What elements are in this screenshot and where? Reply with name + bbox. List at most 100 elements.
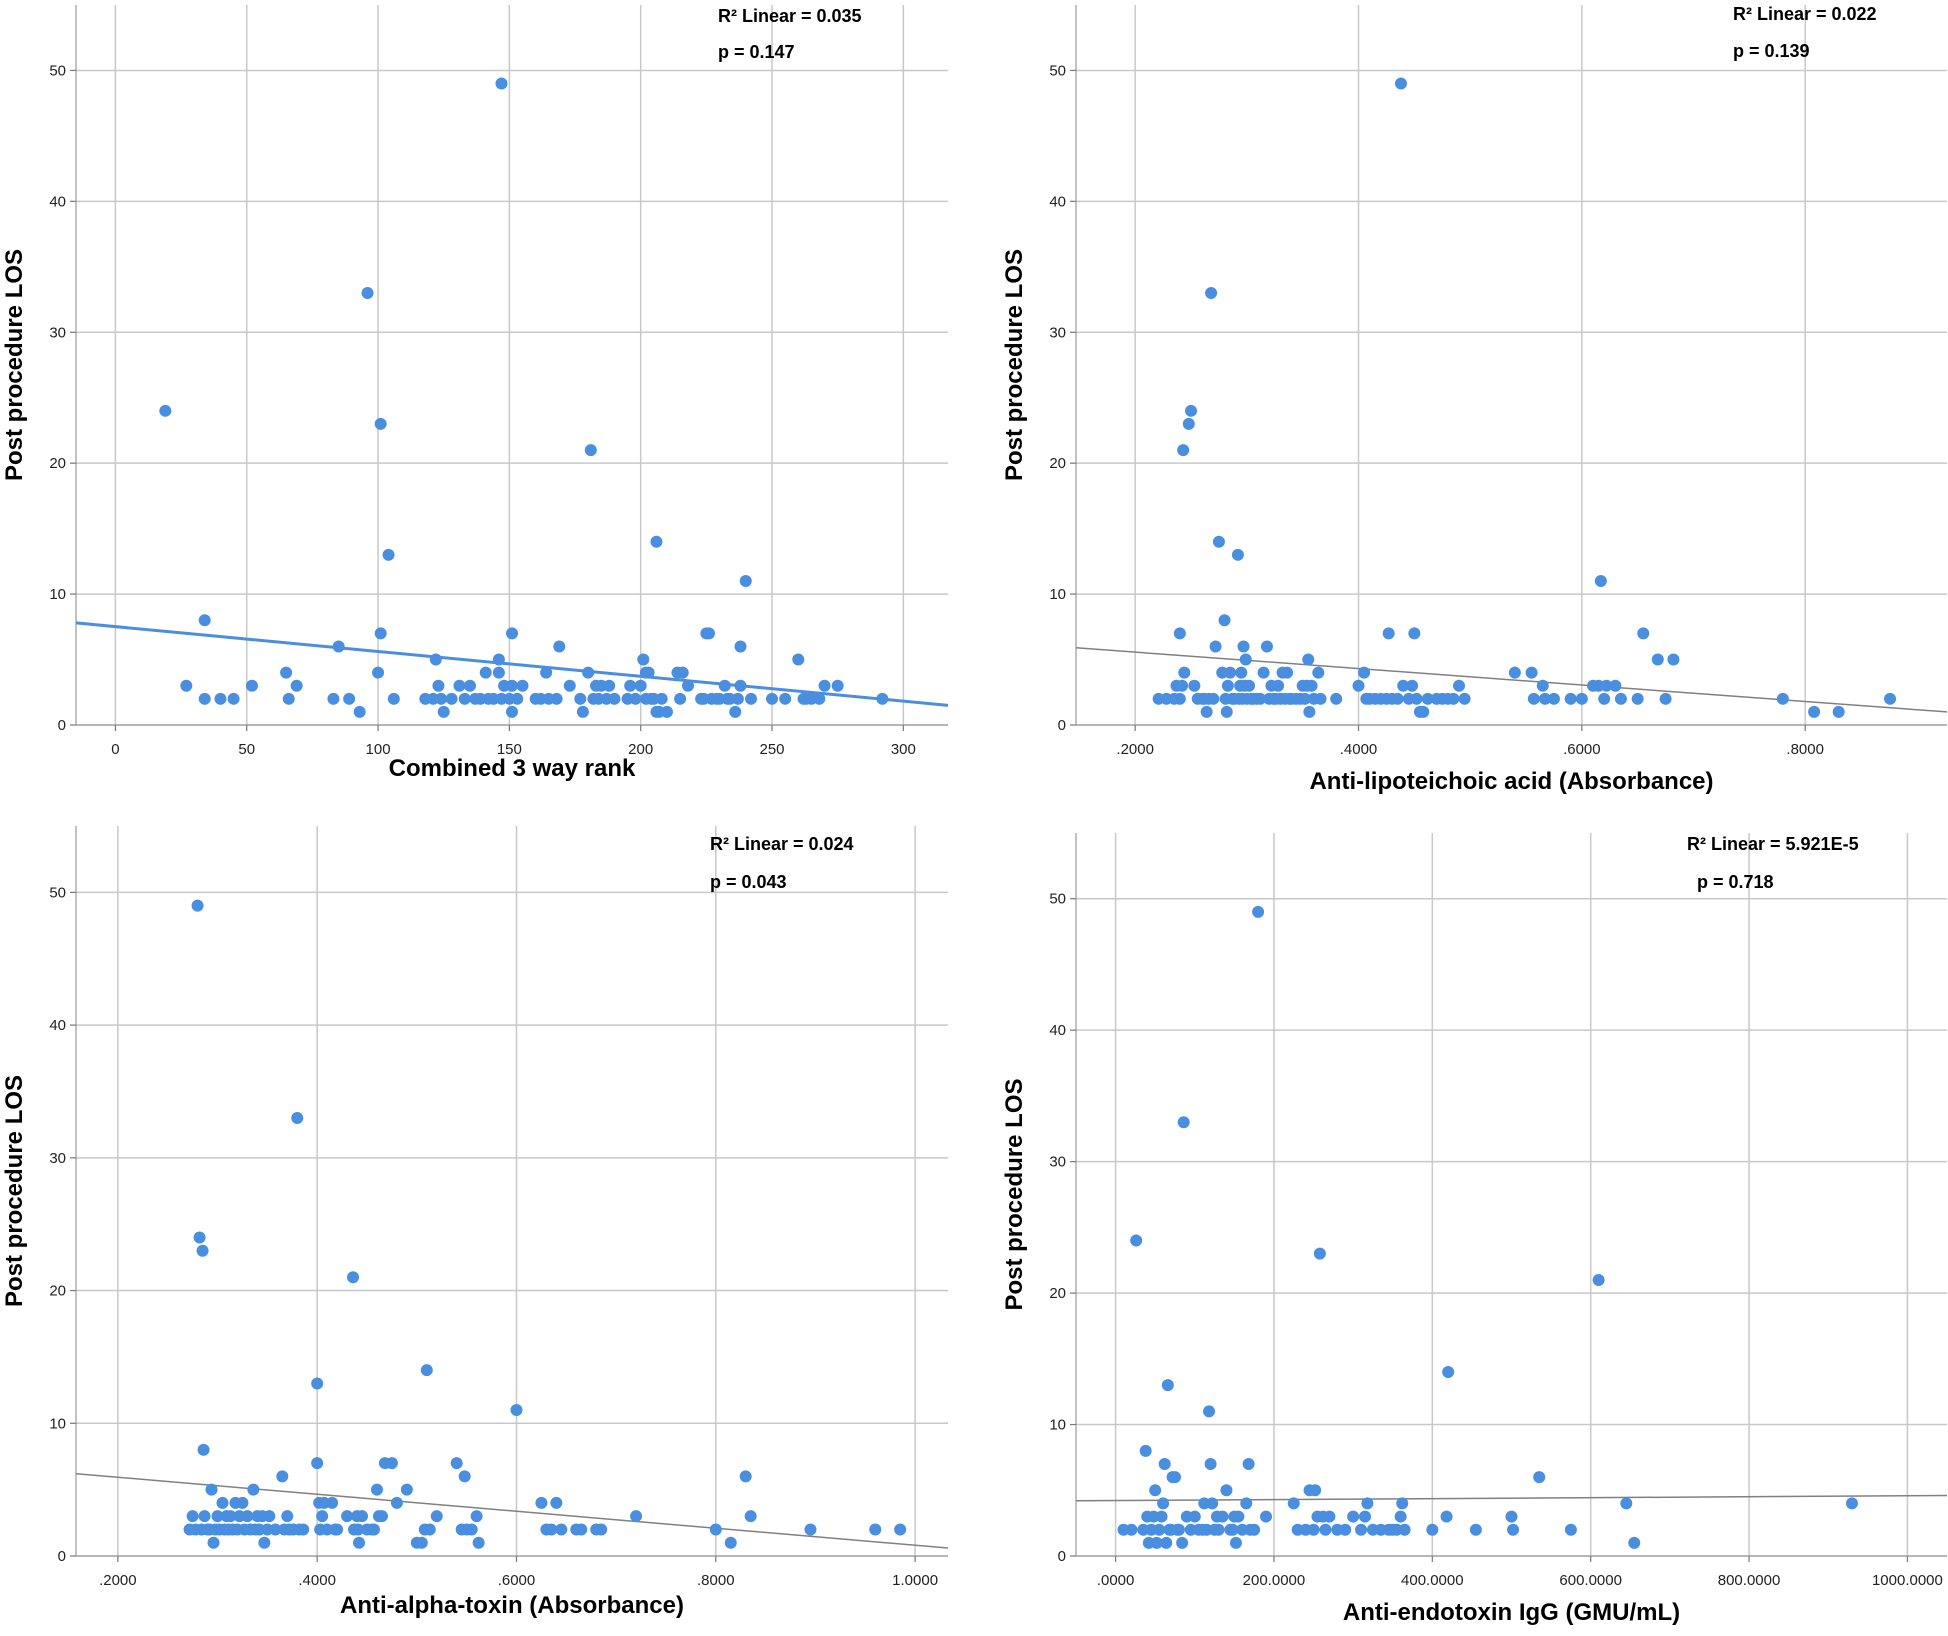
data-point: [1260, 640, 1273, 653]
data-point: [1212, 535, 1225, 548]
data-point: [327, 692, 340, 705]
data-point: [1307, 1523, 1320, 1536]
data-point: [1347, 1510, 1360, 1523]
data-point: [429, 653, 442, 666]
y-tick-label: 50: [1049, 62, 1066, 79]
data-point: [236, 1496, 249, 1509]
data-point: [1507, 1523, 1520, 1536]
data-point: [608, 692, 621, 705]
data-point: [739, 575, 752, 587]
data-point: [1323, 1510, 1336, 1523]
data-point: [1339, 1523, 1352, 1536]
y-tick-label: 30: [1049, 324, 1066, 341]
data-point: [332, 640, 345, 653]
data-point: [445, 692, 458, 705]
y-tick-label: 40: [1049, 193, 1066, 210]
data-point: [1216, 1510, 1229, 1523]
data-point: [555, 1523, 568, 1536]
r-squared-annotation: R² Linear = 0.024: [710, 834, 854, 854]
data-point: [353, 705, 366, 718]
data-point: [276, 1470, 289, 1483]
data-point: [1178, 666, 1191, 679]
data-point: [1314, 692, 1327, 705]
data-point: [180, 679, 193, 692]
data-point: [1539, 692, 1551, 705]
data-point: [435, 692, 448, 705]
data-point: [390, 1496, 403, 1509]
x-tick-label: .4000: [298, 1572, 336, 1589]
data-point: [603, 679, 616, 692]
data-point: [1209, 640, 1222, 653]
data-point: [463, 679, 476, 692]
data-point: [1361, 1497, 1374, 1510]
data-point: [718, 679, 731, 692]
y-tick-label: 10: [1049, 1417, 1066, 1434]
data-point: [535, 1496, 548, 1509]
x-tick-label: 100: [366, 741, 391, 758]
data-point: [375, 1510, 388, 1523]
data-point: [1239, 653, 1252, 666]
data-point: [1309, 1484, 1322, 1497]
data-point: [472, 1536, 485, 1549]
data-point: [1397, 679, 1410, 692]
data-point: [316, 1510, 329, 1523]
y-tick-label: 10: [1049, 586, 1066, 603]
scatter-panel-3: 0 10 20 30 40 50 .2000 .4000 .6000 .8000 1.0000 Ant…: [1, 826, 948, 1619]
data-point: [1575, 692, 1588, 705]
data-point: [193, 1231, 206, 1244]
data-point: [382, 548, 395, 561]
data-point: [1150, 1536, 1163, 1549]
data-point: [1832, 705, 1845, 718]
data-point: [1398, 1523, 1411, 1536]
data-point: [1600, 679, 1613, 692]
data-point: [1442, 1365, 1455, 1378]
data-point: [744, 1510, 757, 1523]
data-point: [739, 1470, 752, 1483]
data-point: [1359, 1510, 1372, 1523]
data-point: [1153, 1523, 1166, 1536]
data-point: [1505, 1510, 1518, 1523]
data-point: [1281, 666, 1294, 679]
x-tick-label: 600.0000: [1559, 1572, 1622, 1589]
data-point: [709, 1523, 722, 1536]
x-tick-label: .6000: [1563, 741, 1601, 758]
data-point: [506, 679, 518, 692]
data-point: [1659, 692, 1672, 705]
data-point: [724, 1536, 737, 1549]
data-point: [1319, 1523, 1332, 1536]
r-squared-annotation: R² Linear = 5.921E-5: [1687, 834, 1859, 854]
data-point: [1396, 1497, 1409, 1510]
y-tick-label: 10: [49, 586, 66, 603]
data-point: [495, 77, 508, 90]
y-tick-label: 30: [1049, 1154, 1066, 1171]
data-point: [1458, 692, 1471, 705]
data-point: [492, 666, 505, 679]
data-point: [224, 1510, 237, 1523]
y-tick-label: 50: [1049, 891, 1066, 908]
data-point: [1453, 679, 1466, 692]
data-point: [1242, 1457, 1255, 1470]
data-point: [374, 627, 387, 640]
data-point: [159, 404, 172, 417]
x-tick-label: 300: [891, 741, 916, 758]
data-point: [1232, 1510, 1245, 1523]
data-point: [734, 679, 747, 692]
p-value-annotation: p = 0.139: [1733, 41, 1810, 61]
data-point: [1212, 1523, 1225, 1536]
data-point: [1440, 1510, 1453, 1523]
data-point: [367, 1523, 380, 1536]
data-point: [1272, 679, 1285, 692]
y-axis-title: Post procedure LOS: [1, 1075, 28, 1307]
data-point: [629, 692, 642, 705]
data-point: [420, 1364, 433, 1377]
data-point: [894, 1523, 907, 1536]
data-point: [450, 1457, 463, 1470]
data-point: [1260, 1510, 1273, 1523]
data-point: [1172, 1523, 1185, 1536]
data-point: [1469, 1523, 1482, 1536]
scatter-panel-1: 0 10 20 30 40 50 0 50 100 150 200 250 300 Combined 3 …: [1, 5, 948, 782]
data-point: [263, 1510, 276, 1523]
data-point: [574, 692, 587, 705]
data-point: [1536, 679, 1549, 692]
data-point: [637, 653, 650, 666]
